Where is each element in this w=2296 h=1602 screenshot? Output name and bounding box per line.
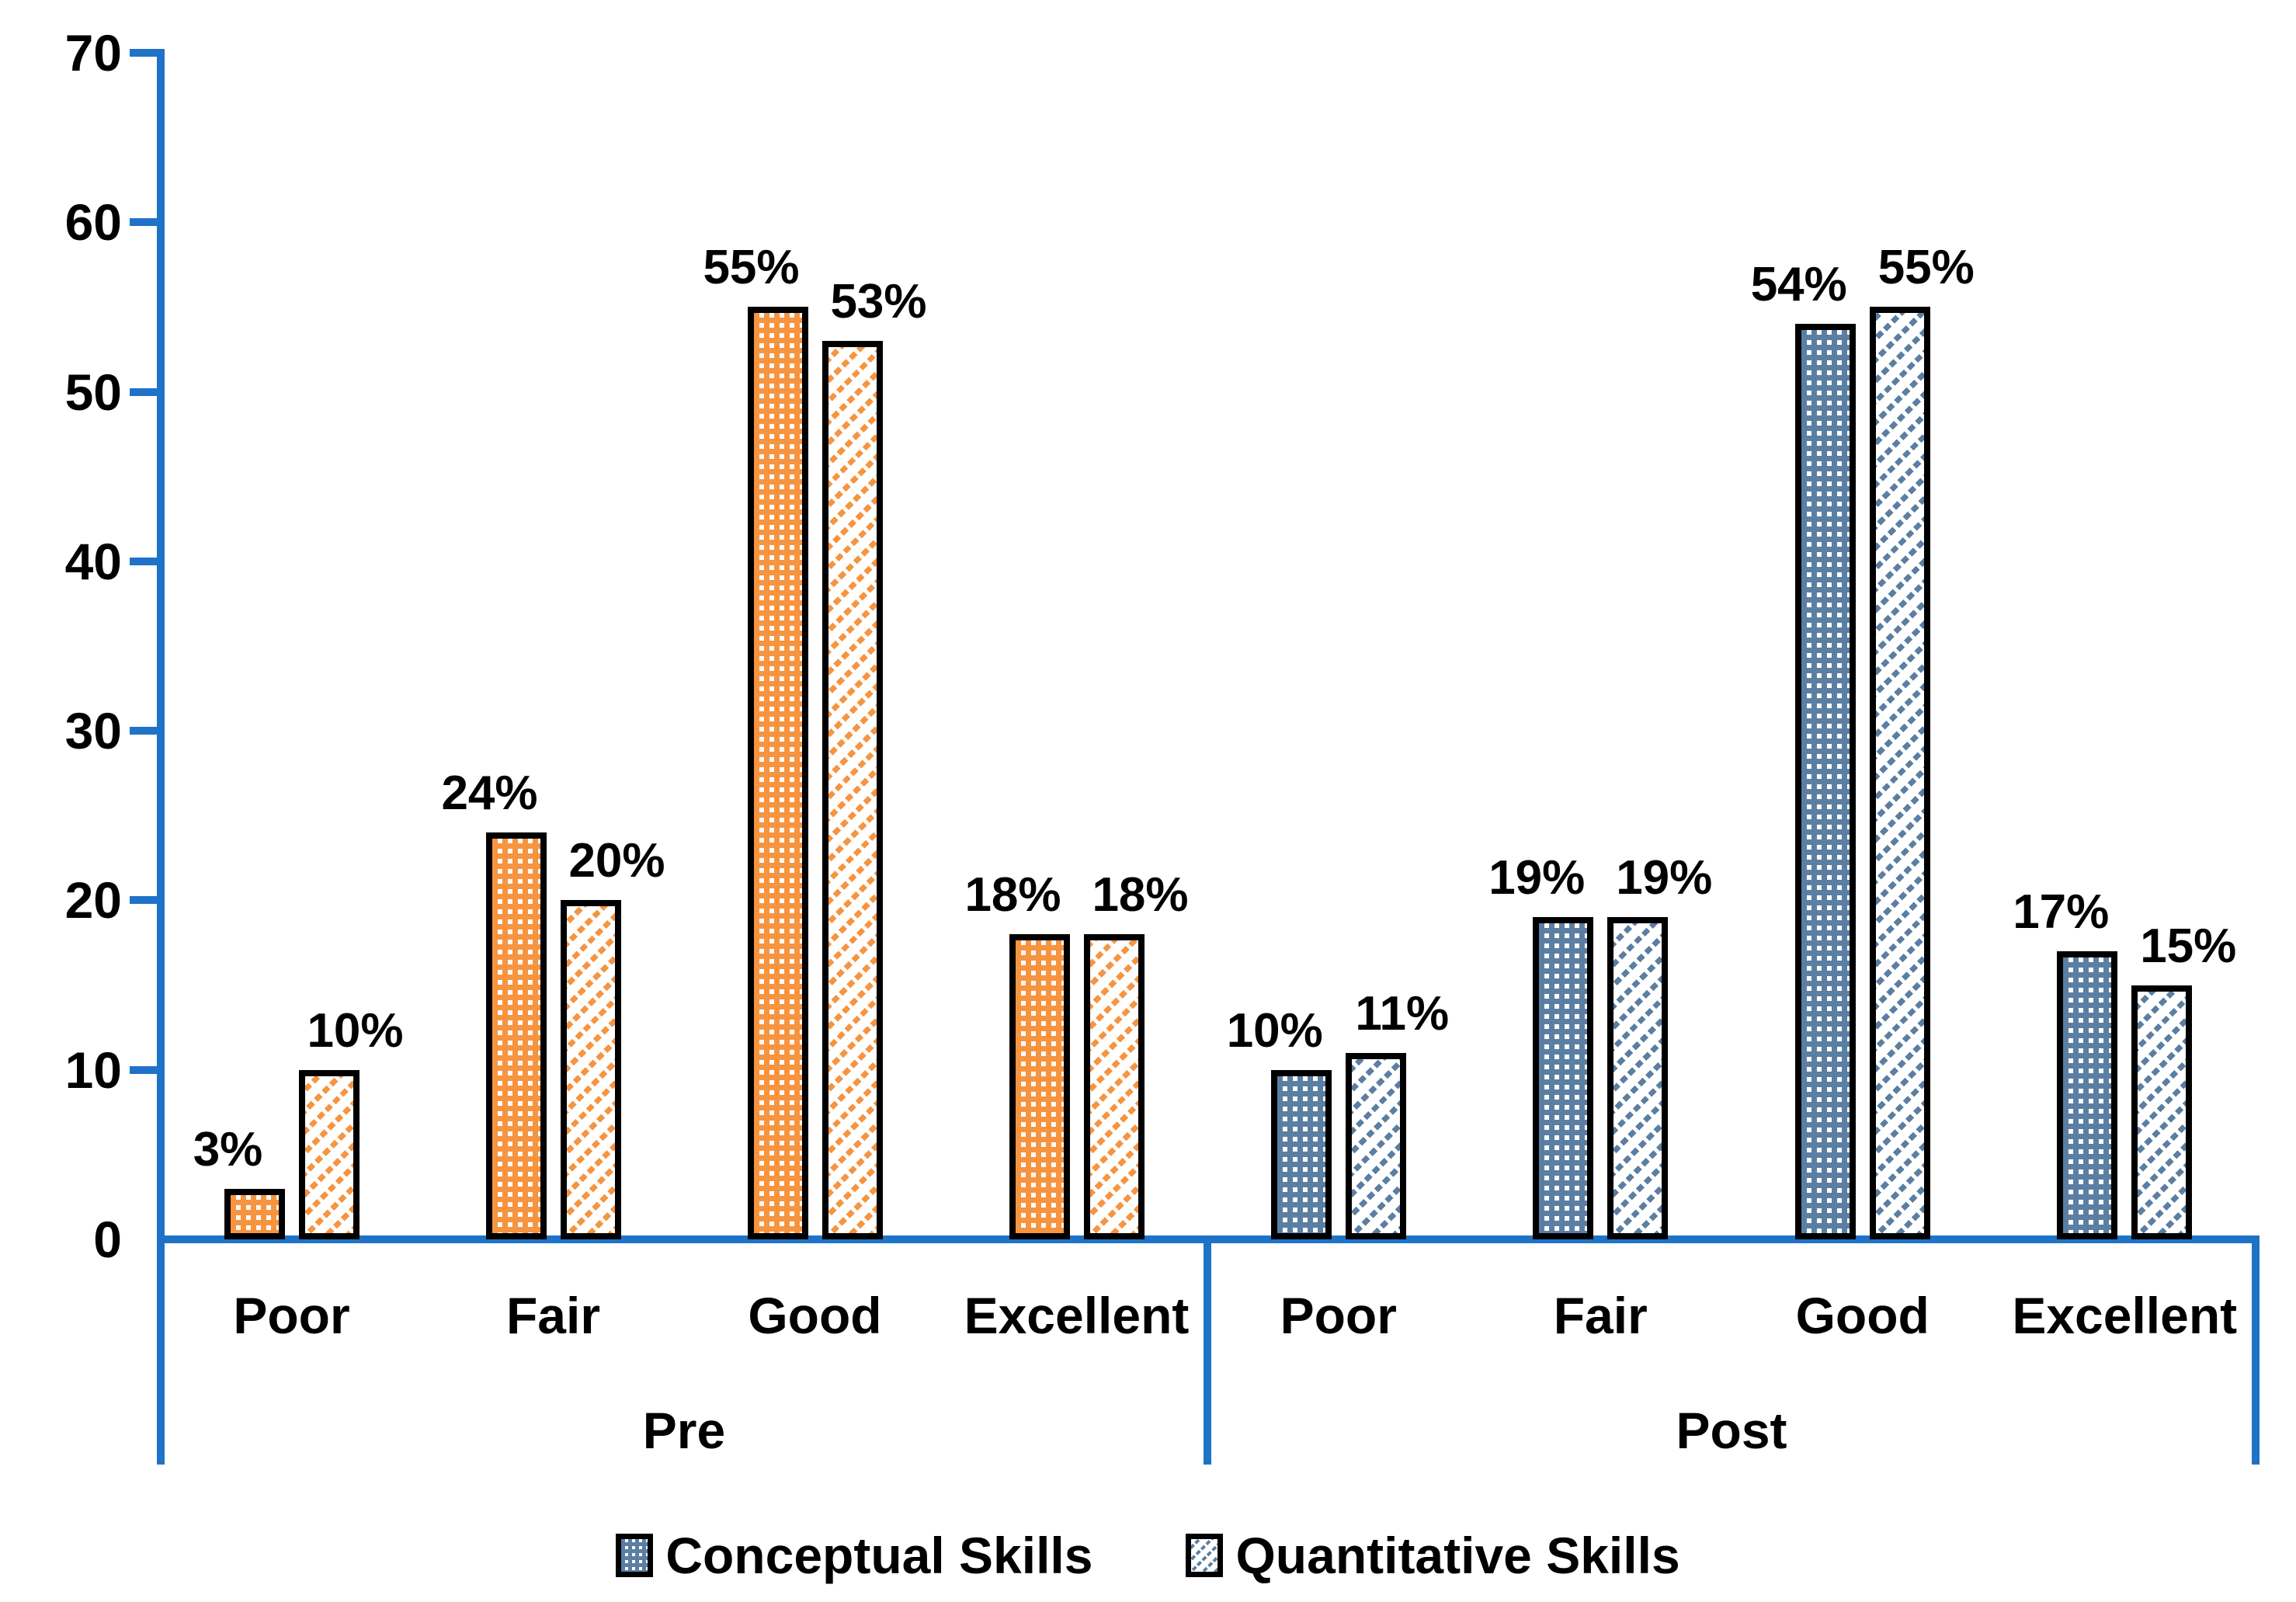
- y-tick: [130, 557, 159, 565]
- category-label: Excellent: [964, 1287, 1190, 1344]
- category-label: Poor: [1280, 1287, 1397, 1344]
- y-tick: [130, 218, 159, 227]
- bar-value-label: 19%: [1488, 851, 1586, 905]
- bar-pre-good-quantitative: [821, 341, 883, 1239]
- legend-swatch-dots-icon: [616, 1534, 654, 1577]
- bar-post-excellent-quantitative: [2131, 985, 2193, 1239]
- category-label: Poor: [233, 1287, 350, 1344]
- bar-value-label: 53%: [830, 275, 927, 328]
- bar-pre-excellent-quantitative: [1083, 934, 1145, 1239]
- y-tick: [130, 49, 159, 57]
- bar-post-poor-quantitative: [1345, 1053, 1406, 1239]
- bar-pre-fair-quantitative: [560, 900, 621, 1239]
- bar-post-fair-quantitative: [1607, 917, 1669, 1239]
- legend-label: Conceptual Skills: [665, 1527, 1093, 1584]
- legend: Conceptual Skills Quantitative Skills: [0, 1520, 2296, 1590]
- bar-post-excellent-conceptual: [2057, 951, 2118, 1239]
- bar-value-label: 54%: [1750, 258, 1847, 311]
- bar-value-label: 15%: [2140, 919, 2237, 973]
- bar-value-label: 55%: [1877, 241, 1975, 294]
- y-axis-line: [157, 49, 165, 1465]
- bar-value-label: 20%: [568, 834, 665, 888]
- y-tick-label: 60: [64, 193, 122, 252]
- bar-post-good-conceptual: [1794, 324, 1856, 1239]
- bar-pre-poor-conceptual: [224, 1189, 285, 1239]
- category-label: Good: [1795, 1287, 1930, 1344]
- y-tick-label: 20: [64, 871, 122, 930]
- bar-pre-fair-conceptual: [485, 832, 547, 1239]
- y-tick-label: 70: [64, 24, 122, 82]
- group-label: Post: [1676, 1402, 1787, 1459]
- group-label: Pre: [642, 1402, 726, 1459]
- group-separator: [2252, 1239, 2260, 1465]
- bar-post-poor-conceptual: [1270, 1070, 1332, 1239]
- bar-pre-good-conceptual: [747, 307, 808, 1239]
- y-tick: [130, 387, 159, 396]
- y-tick-label: 0: [93, 1211, 122, 1268]
- legend-swatch-hatch-icon: [1186, 1534, 1224, 1577]
- bar-value-label: 55%: [703, 241, 800, 294]
- bar-value-label: 24%: [441, 766, 538, 820]
- bar-pre-poor-quantitative: [298, 1070, 360, 1239]
- y-tick: [130, 727, 159, 735]
- group-separator: [1204, 1239, 1211, 1465]
- bar-post-fair-conceptual: [1533, 917, 1594, 1239]
- y-tick-label: 50: [64, 363, 122, 421]
- bar-value-label: 10%: [307, 1004, 404, 1058]
- bar-value-label: 10%: [1226, 1004, 1323, 1058]
- legend-item-quantitative: Quantitative Skills: [1186, 1526, 1680, 1585]
- y-tick-label: 10: [64, 1041, 122, 1099]
- bar-value-label: 19%: [1616, 851, 1713, 905]
- bar-value-label: 3%: [193, 1123, 263, 1176]
- category-label: Fair: [505, 1287, 601, 1344]
- bar-value-label: 17%: [2013, 885, 2110, 939]
- y-tick: [130, 1065, 159, 1074]
- bar-value-label: 11%: [1355, 987, 1450, 1041]
- category-label: Good: [748, 1287, 882, 1344]
- category-label: Fair: [1553, 1287, 1648, 1344]
- category-label: Excellent: [2012, 1287, 2238, 1344]
- legend-label: Quantitative Skills: [1235, 1527, 1680, 1584]
- bar-value-label: 18%: [1092, 868, 1189, 922]
- bar-post-good-quantitative: [1869, 307, 1930, 1239]
- bar-pre-excellent-conceptual: [1009, 934, 1070, 1239]
- y-tick: [130, 896, 159, 905]
- bar-value-label: 18%: [964, 868, 1061, 922]
- legend-item-conceptual: Conceptual Skills: [616, 1526, 1092, 1585]
- y-tick-label: 30: [64, 702, 122, 760]
- y-tick-label: 40: [64, 532, 122, 590]
